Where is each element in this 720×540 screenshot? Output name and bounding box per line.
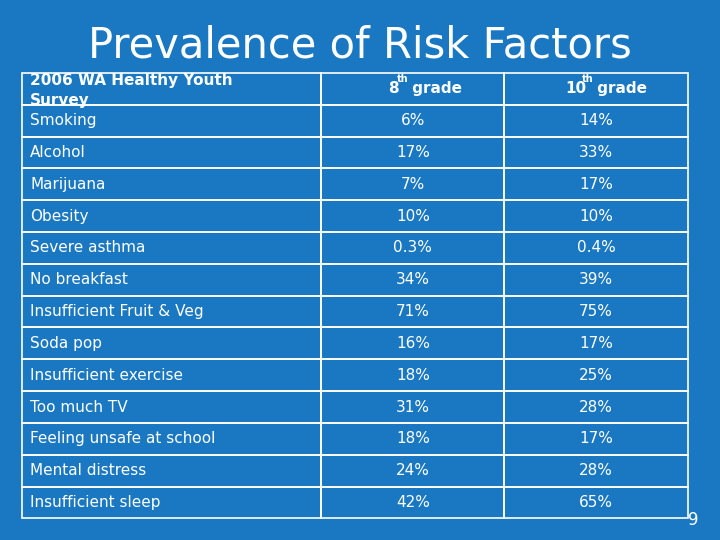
Bar	[321, 359, 505, 391]
Text: Smoking: Smoking	[30, 113, 96, 128]
Text: Insufficient exercise: Insufficient exercise	[30, 368, 183, 383]
Text: 17%: 17%	[579, 431, 613, 447]
Text: Insufficient Fruit & Veg: Insufficient Fruit & Veg	[30, 304, 204, 319]
Bar	[321, 137, 505, 168]
Bar	[505, 487, 688, 518]
Text: 7%: 7%	[401, 177, 425, 192]
Text: 0.3%: 0.3%	[393, 240, 432, 255]
Text: 65%: 65%	[579, 495, 613, 510]
Text: 9: 9	[688, 511, 698, 529]
Bar	[321, 423, 505, 455]
Text: 10%: 10%	[396, 208, 430, 224]
Text: 6%: 6%	[401, 113, 425, 128]
Bar	[505, 232, 688, 264]
Bar	[22, 487, 321, 518]
Text: grade: grade	[592, 82, 647, 96]
Text: 28%: 28%	[579, 400, 613, 415]
Text: 34%: 34%	[396, 272, 430, 287]
Text: 0.4%: 0.4%	[577, 240, 616, 255]
Text: Soda pop: Soda pop	[30, 336, 102, 351]
Bar	[505, 359, 688, 391]
Text: 25%: 25%	[579, 368, 613, 383]
Text: Feeling unsafe at school: Feeling unsafe at school	[30, 431, 215, 447]
Text: 10%: 10%	[579, 208, 613, 224]
Bar	[22, 168, 321, 200]
Text: 33%: 33%	[579, 145, 613, 160]
Bar	[505, 295, 688, 327]
Bar	[505, 73, 688, 105]
Bar	[22, 359, 321, 391]
Bar	[321, 105, 505, 137]
Text: Too much TV: Too much TV	[30, 400, 128, 415]
Text: Marijuana: Marijuana	[30, 177, 106, 192]
Bar	[505, 327, 688, 359]
Bar	[505, 264, 688, 296]
Bar	[505, 423, 688, 455]
Bar	[321, 232, 505, 264]
Bar	[321, 73, 505, 105]
Text: 24%: 24%	[396, 463, 430, 478]
Text: Obesity: Obesity	[30, 208, 89, 224]
Text: 16%: 16%	[396, 336, 430, 351]
Text: Survey: Survey	[30, 93, 90, 108]
Text: 8: 8	[387, 82, 398, 96]
Bar	[505, 200, 688, 232]
Text: 42%: 42%	[396, 495, 430, 510]
Bar	[22, 200, 321, 232]
Text: 14%: 14%	[579, 113, 613, 128]
Text: 28%: 28%	[579, 463, 613, 478]
Bar	[22, 391, 321, 423]
Text: Severe asthma: Severe asthma	[30, 240, 145, 255]
Text: 2006 WA Healthy Youth: 2006 WA Healthy Youth	[30, 73, 233, 88]
Text: No breakfast: No breakfast	[30, 272, 128, 287]
Bar	[321, 327, 505, 359]
Bar	[321, 455, 505, 487]
Text: 31%: 31%	[396, 400, 430, 415]
Text: 17%: 17%	[579, 336, 613, 351]
Text: 18%: 18%	[396, 368, 430, 383]
Bar	[321, 264, 505, 296]
Text: 17%: 17%	[396, 145, 430, 160]
Bar	[321, 391, 505, 423]
Bar	[22, 264, 321, 296]
Bar	[321, 295, 505, 327]
Bar	[505, 137, 688, 168]
Bar	[505, 455, 688, 487]
Text: th: th	[582, 74, 593, 84]
Text: grade: grade	[407, 82, 462, 96]
Bar	[321, 200, 505, 232]
Bar	[22, 327, 321, 359]
Bar	[22, 73, 321, 105]
Text: 71%: 71%	[396, 304, 430, 319]
Bar	[505, 105, 688, 137]
Text: 10: 10	[566, 82, 587, 96]
Bar	[505, 391, 688, 423]
Text: 17%: 17%	[579, 177, 613, 192]
Bar	[321, 168, 505, 200]
Bar	[22, 455, 321, 487]
Bar	[22, 105, 321, 137]
Bar	[22, 232, 321, 264]
Text: 75%: 75%	[579, 304, 613, 319]
Bar	[505, 168, 688, 200]
Text: 18%: 18%	[396, 431, 430, 447]
Bar	[22, 137, 321, 168]
Text: Mental distress: Mental distress	[30, 463, 146, 478]
Text: 39%: 39%	[579, 272, 613, 287]
Text: th: th	[397, 74, 409, 84]
Text: Alcohol: Alcohol	[30, 145, 86, 160]
Bar	[22, 423, 321, 455]
Text: Prevalence of Risk Factors: Prevalence of Risk Factors	[88, 24, 632, 66]
Bar	[22, 295, 321, 327]
Text: Insufficient sleep: Insufficient sleep	[30, 495, 161, 510]
Bar	[321, 487, 505, 518]
